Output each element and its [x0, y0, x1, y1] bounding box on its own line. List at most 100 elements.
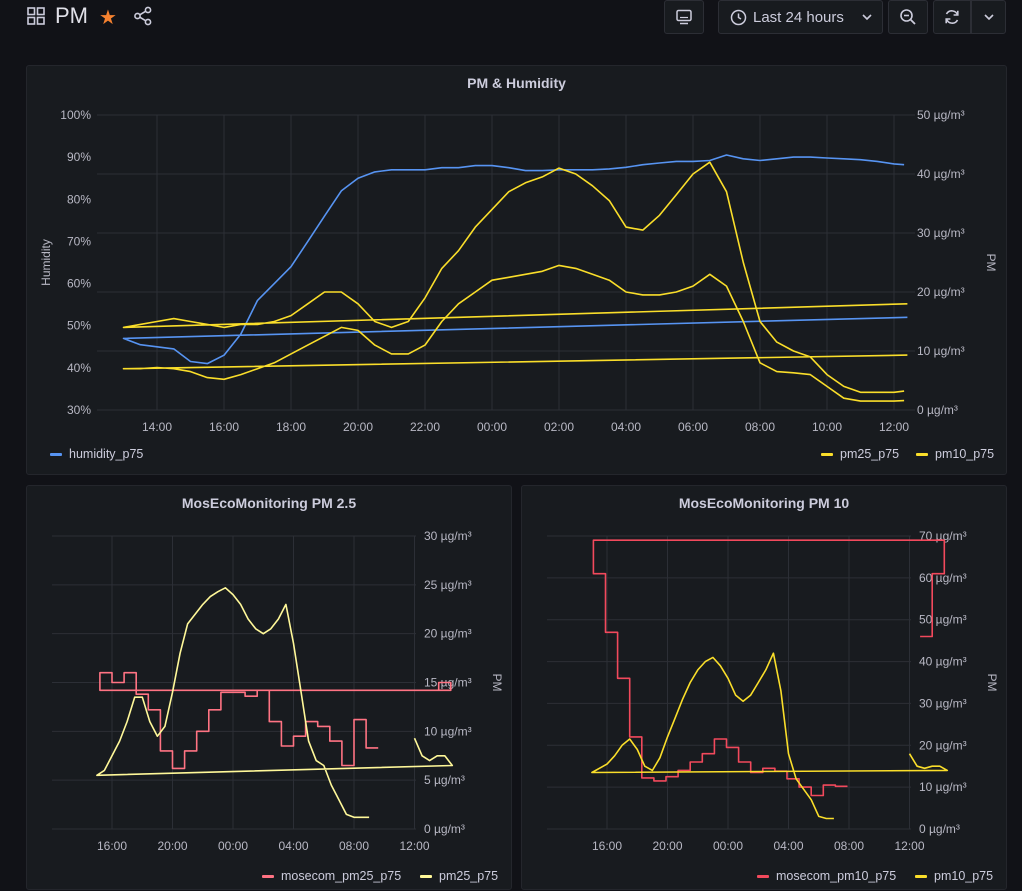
legend-swatch	[50, 452, 62, 456]
y-tick-label: 100%	[60, 108, 91, 122]
panel-title[interactable]: MosEcoMonitoring PM 10	[678, 495, 850, 511]
y-tick-label: 40%	[67, 361, 91, 375]
y-tick-label: 60%	[67, 277, 91, 291]
x-tick-label: 00:00	[218, 839, 248, 853]
grid-icon[interactable]	[27, 7, 45, 25]
legend-label: pm10_p75	[935, 447, 995, 461]
y-tick-label: 0 µg/m³	[917, 403, 958, 417]
legend-item-pm25[interactable]: pm25_p75	[420, 869, 498, 883]
series-line-pm10-p75	[591, 652, 949, 820]
x-tick-label: 20:00	[652, 839, 682, 853]
x-tick-label: 12:00	[879, 420, 909, 434]
chevron-down-icon	[983, 14, 994, 21]
x-tick-label: 20:00	[343, 420, 373, 434]
legend-label: mosecom_pm25_p75	[281, 869, 402, 883]
y-tick-label: 30 µg/m³	[917, 226, 965, 240]
y-tick-label: 0 µg/m³	[424, 822, 465, 836]
y-tick-label: 40 µg/m³	[917, 167, 965, 181]
legend-item-pm10[interactable]: pm10_p75	[915, 869, 993, 883]
refresh-icon	[945, 10, 959, 24]
x-tick-label: 00:00	[477, 420, 507, 434]
legend-item-pm25[interactable]: pm25_p75	[821, 447, 899, 461]
x-tick-label: 04:00	[278, 839, 308, 853]
x-tick-label: 04:00	[611, 420, 641, 434]
y-axis-label: Humidity	[39, 239, 53, 286]
legend-swatch	[915, 874, 927, 878]
y-tick-label: 25 µg/m³	[424, 578, 472, 592]
dashboard-title[interactable]: PM	[55, 3, 88, 28]
series-line-humidity-p75	[122, 154, 908, 365]
series-line-mosecom-pm25-p75	[99, 671, 452, 770]
zoom-out-button[interactable]	[888, 0, 928, 34]
series-line-mosecom-pm10-p75	[592, 539, 946, 797]
x-tick-label: 08:00	[745, 420, 775, 434]
panel-title[interactable]: PM & Humidity	[467, 75, 566, 91]
legend-label: pm25_p75	[439, 869, 499, 883]
y-tick-label: 50%	[67, 319, 91, 333]
series-line-pm25-p75	[96, 587, 454, 819]
legend-swatch	[420, 874, 432, 878]
y-tick-label: 90%	[67, 150, 91, 164]
dashboard-header: PM ★ Last 24 hours	[0, 0, 1022, 56]
legend-label: pm25_p75	[840, 447, 900, 461]
legend-item-mosecom-pm25[interactable]: mosecom_pm25_p75	[262, 869, 401, 883]
x-tick-label: 06:00	[678, 420, 708, 434]
x-tick-label: 22:00	[410, 420, 440, 434]
legend-swatch	[916, 452, 928, 456]
y-tick-label: 20 µg/m³	[919, 738, 967, 752]
x-tick-label: 08:00	[339, 839, 369, 853]
clock-icon	[730, 9, 747, 25]
x-tick-label: 00:00	[713, 839, 743, 853]
y-tick-label: 0 µg/m³	[919, 822, 960, 836]
legend-label: pm10_p75	[934, 869, 994, 883]
x-tick-label: 14:00	[142, 420, 172, 434]
y-tick-label: 30%	[67, 403, 91, 417]
refresh-button[interactable]	[933, 0, 971, 34]
x-tick-label: 16:00	[97, 839, 127, 853]
y-tick-label: 80%	[67, 192, 91, 206]
refresh-interval-dropdown[interactable]	[971, 0, 1006, 34]
x-tick-label: 12:00	[399, 839, 429, 853]
x-tick-label: 12:00	[894, 839, 924, 853]
zoom-out-icon	[900, 9, 916, 25]
panel-pm-humidity[interactable]: PM & Humidity 50 µg/m³ 40 µg/m³ 30 µg/m³ 20…	[26, 65, 1007, 475]
panel-pm10[interactable]: MosEcoMonitoring PM 10 70 µg/m³ 60 µg/m³ 5…	[521, 485, 1007, 890]
legend-item-humidity[interactable]: humidity_p75	[50, 447, 143, 461]
y-tick-label: 30 µg/m³	[919, 696, 967, 710]
panel-pm25[interactable]: MosEcoMonitoring PM 2.5 30 µg/m³ 25 µg/m³…	[26, 485, 512, 890]
legend-item-pm10[interactable]: pm10_p75	[916, 447, 994, 461]
legend-swatch	[757, 874, 769, 878]
y-tick-label: 30 µg/m³	[424, 529, 472, 543]
y-tick-label: 50 µg/m³	[919, 613, 967, 627]
time-range-picker[interactable]: Last 24 hours	[718, 0, 883, 34]
y-tick-label: 10 µg/m³	[424, 724, 472, 738]
y-tick-label: 10 µg/m³	[917, 344, 965, 358]
legend-label: mosecom_pm10_p75	[776, 869, 897, 883]
series-line-pm10-p75	[122, 161, 908, 394]
share-icon[interactable]	[133, 6, 153, 26]
y-tick-label: 5 µg/m³	[424, 773, 465, 787]
x-tick-label: 08:00	[834, 839, 864, 853]
tv-mode-button[interactable]	[664, 0, 704, 34]
legend-item-mosecom-pm10[interactable]: mosecom_pm10_p75	[757, 869, 896, 883]
x-tick-label: 16:00	[592, 839, 622, 853]
y-tick-label: 10 µg/m³	[919, 780, 967, 794]
legend-swatch	[821, 452, 833, 456]
y-axis-label: PM	[985, 674, 999, 692]
x-tick-label: 18:00	[276, 420, 306, 434]
y-axis-label: PM	[490, 674, 504, 692]
tv-icon	[676, 9, 692, 25]
legend-label: humidity_p75	[69, 447, 144, 461]
y-tick-label: 20 µg/m³	[424, 627, 472, 641]
x-tick-label: 16:00	[209, 420, 239, 434]
x-tick-label: 20:00	[157, 839, 187, 853]
x-tick-label: 02:00	[544, 420, 574, 434]
y-tick-label: 50 µg/m³	[917, 108, 965, 122]
y-tick-label: 20 µg/m³	[917, 285, 965, 299]
star-icon[interactable]: ★	[99, 7, 117, 29]
panel-title[interactable]: MosEcoMonitoring PM 2.5	[181, 495, 357, 511]
legend-swatch	[262, 874, 274, 878]
chart-pm-humidity[interactable]: 50 µg/m³ 40 µg/m³ 30 µg/m³ 20 µg/m³ 10 µg/m³…	[27, 66, 1008, 476]
